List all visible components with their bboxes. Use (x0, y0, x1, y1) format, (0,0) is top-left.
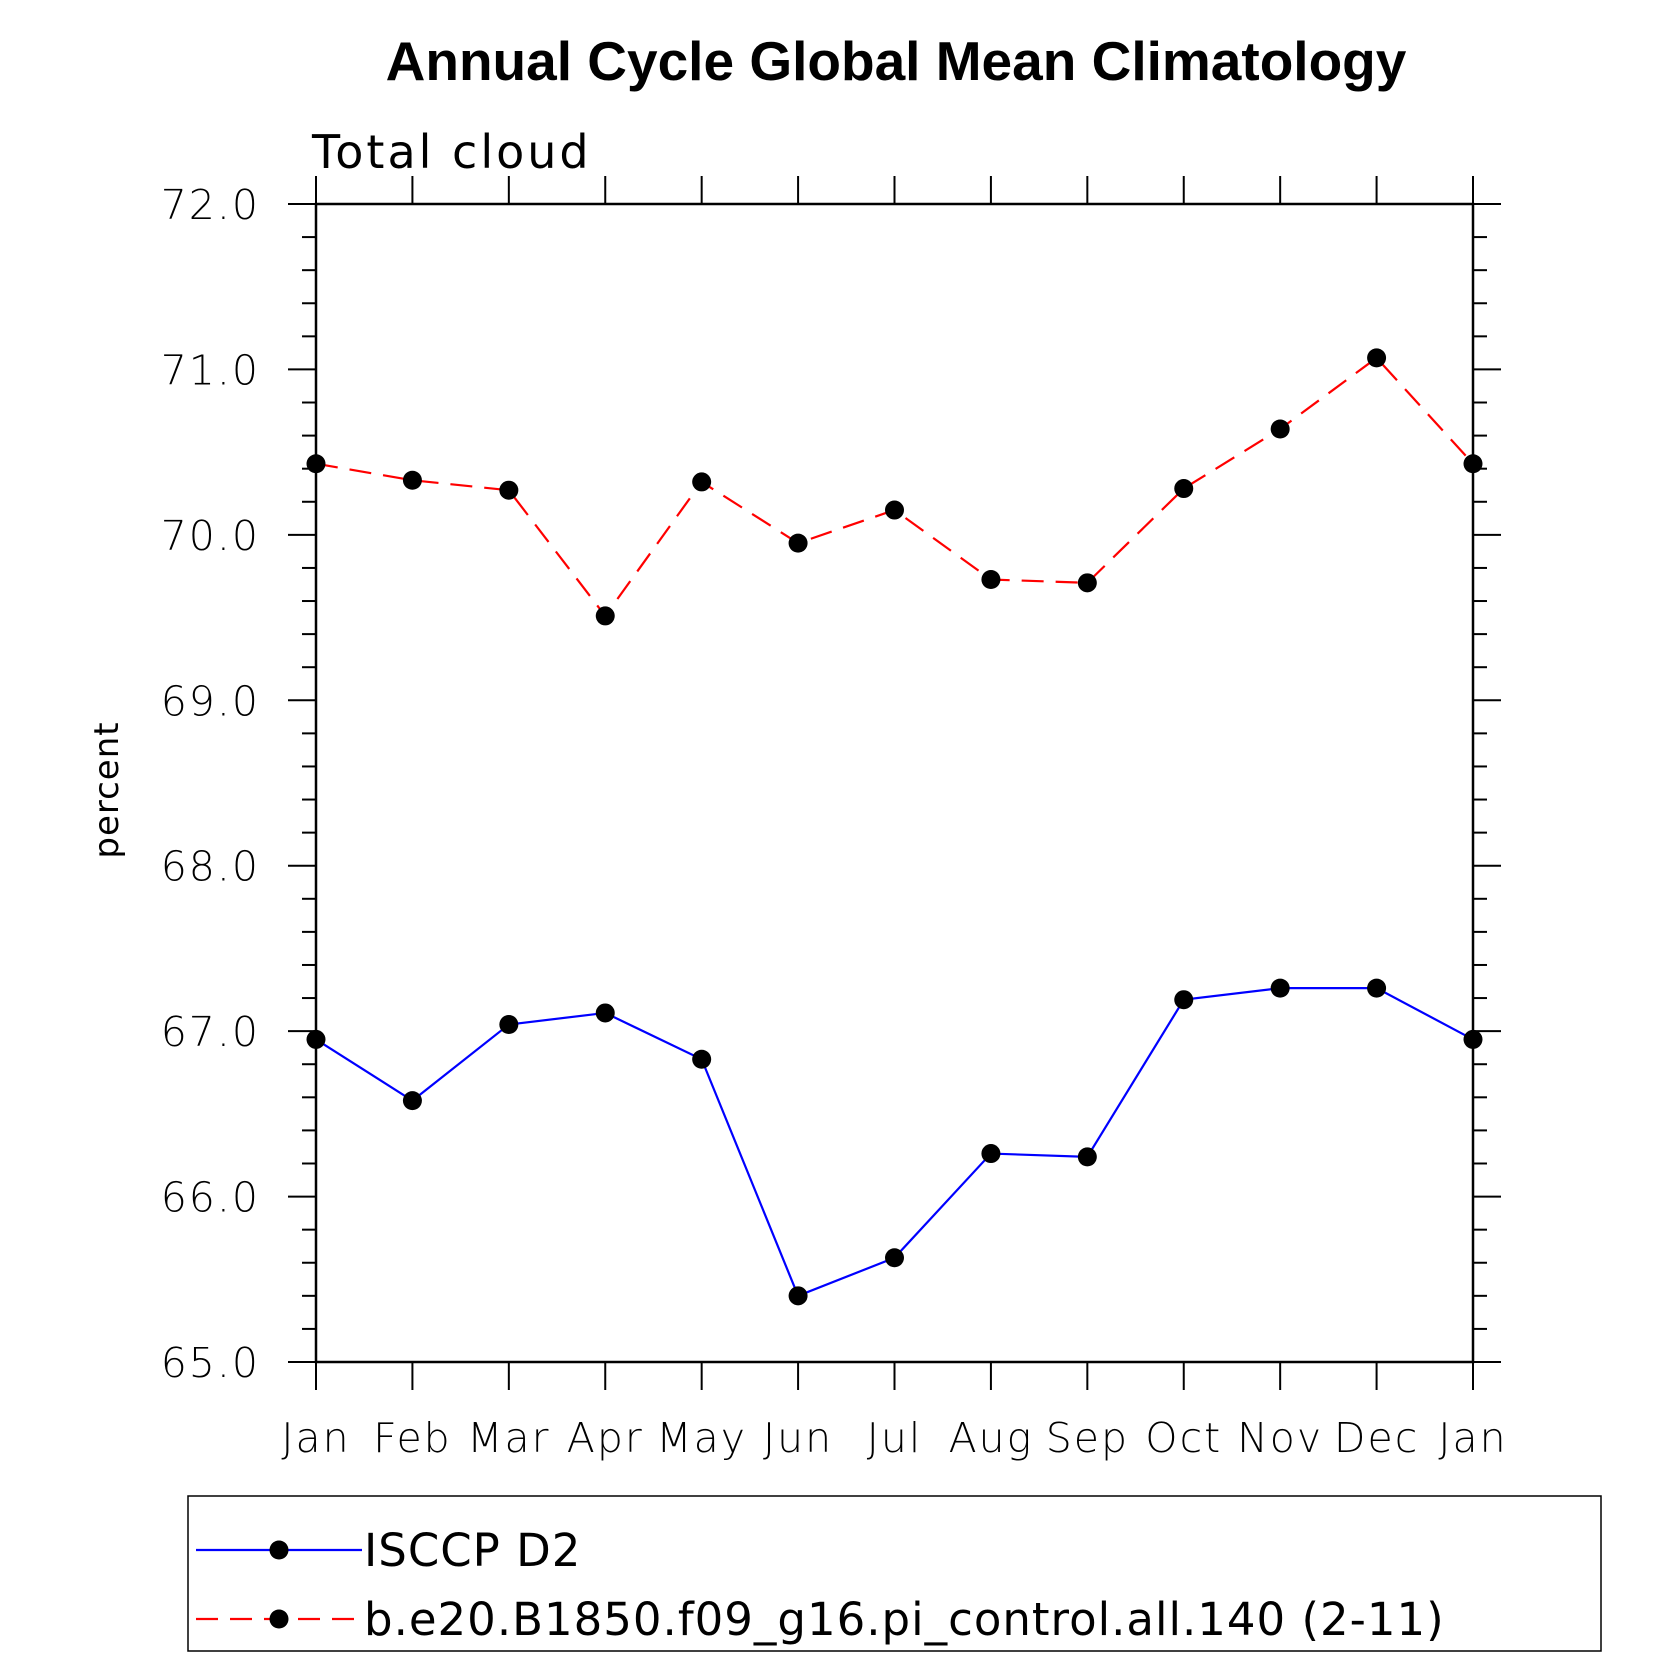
legend-marker (269, 1609, 289, 1629)
series-layer (306, 348, 1483, 1306)
legend-label: ISCCP D2 (364, 1524, 581, 1577)
legend-entry: b.e20.B1850.f09_g16.pi_control.all.140 (… (196, 1593, 1445, 1646)
data-point (1367, 978, 1387, 998)
y-tick-label: 70.0 (161, 512, 260, 560)
y-tick-label: 66.0 (161, 1174, 260, 1222)
axes-ticks (288, 176, 1501, 1390)
data-point (1270, 419, 1290, 439)
data-point (692, 1049, 712, 1069)
series-1 (306, 348, 1483, 626)
x-tick-label: Jul (867, 1414, 922, 1462)
x-tick-label: Apr (567, 1414, 644, 1462)
legend: ISCCP D2 b.e20.B1850.f09_g16.pi_control.a… (187, 1495, 1602, 1652)
x-tick-label: Jan (1438, 1414, 1507, 1462)
y-tick-label: 68.0 (161, 843, 260, 891)
data-point (981, 1144, 1001, 1164)
x-tick-label: May (656, 1414, 747, 1462)
y-tick-label: 69.0 (161, 677, 260, 725)
x-tick-label: Mar (467, 1414, 550, 1462)
data-point (1463, 454, 1483, 474)
chart-subtitle: Total cloud (311, 125, 592, 179)
series-line (315, 356, 1474, 618)
data-point (1367, 348, 1387, 368)
y-tick-labels: 65.0 66.0 67.0 68.0 69.0 70.0 71.0 72.0 (161, 181, 260, 1387)
y-tick-label: 67.0 (161, 1008, 260, 1056)
y-axis-label: percent (87, 721, 127, 858)
chart-title: Annual Cycle Global Mean Climatology (386, 30, 1407, 92)
data-point (1174, 990, 1194, 1010)
y-tick-label: 72.0 (161, 181, 260, 229)
data-point (306, 454, 326, 474)
data-point (499, 480, 519, 500)
x-tick-label: Oct (1145, 1414, 1222, 1462)
x-tick-label: Jan (281, 1414, 350, 1462)
data-point (1077, 573, 1097, 593)
data-point (402, 470, 422, 490)
x-tick-label: Dec (1334, 1414, 1419, 1462)
data-point (1077, 1147, 1097, 1167)
y-tick-label: 71.0 (161, 346, 260, 394)
x-tick-label: Jun (763, 1414, 833, 1462)
data-point (499, 1015, 519, 1035)
data-point (306, 1029, 326, 1049)
data-point (595, 606, 615, 626)
data-point (981, 570, 1001, 590)
legend-box (187, 1495, 1602, 1652)
plot-frame (314, 202, 1475, 1364)
x-tick-label: Aug (949, 1414, 1034, 1462)
data-point (1270, 978, 1290, 998)
x-tick-label: Nov (1237, 1414, 1323, 1462)
x-tick-label: Sep (1046, 1414, 1129, 1462)
data-point (595, 1003, 615, 1023)
legend-marker (269, 1540, 289, 1560)
data-point (1174, 479, 1194, 499)
x-tick-label: Feb (373, 1414, 452, 1462)
y-tick-label: 65.0 (161, 1339, 260, 1387)
legend-entry: ISCCP D2 (196, 1524, 581, 1577)
data-point (885, 1248, 904, 1268)
data-point (885, 500, 904, 520)
data-point (692, 472, 712, 492)
data-point (788, 1286, 808, 1306)
x-tick-labels: Jan Feb Mar Apr May Jun Jul Aug Sep Oct Nov Dec Jan (281, 1414, 1507, 1462)
legend-label: b.e20.B1850.f09_g16.pi_control.all.140 (… (364, 1593, 1445, 1646)
data-point (788, 533, 808, 553)
data-point (402, 1091, 422, 1111)
series-0 (306, 978, 1483, 1306)
data-point (1463, 1029, 1483, 1049)
